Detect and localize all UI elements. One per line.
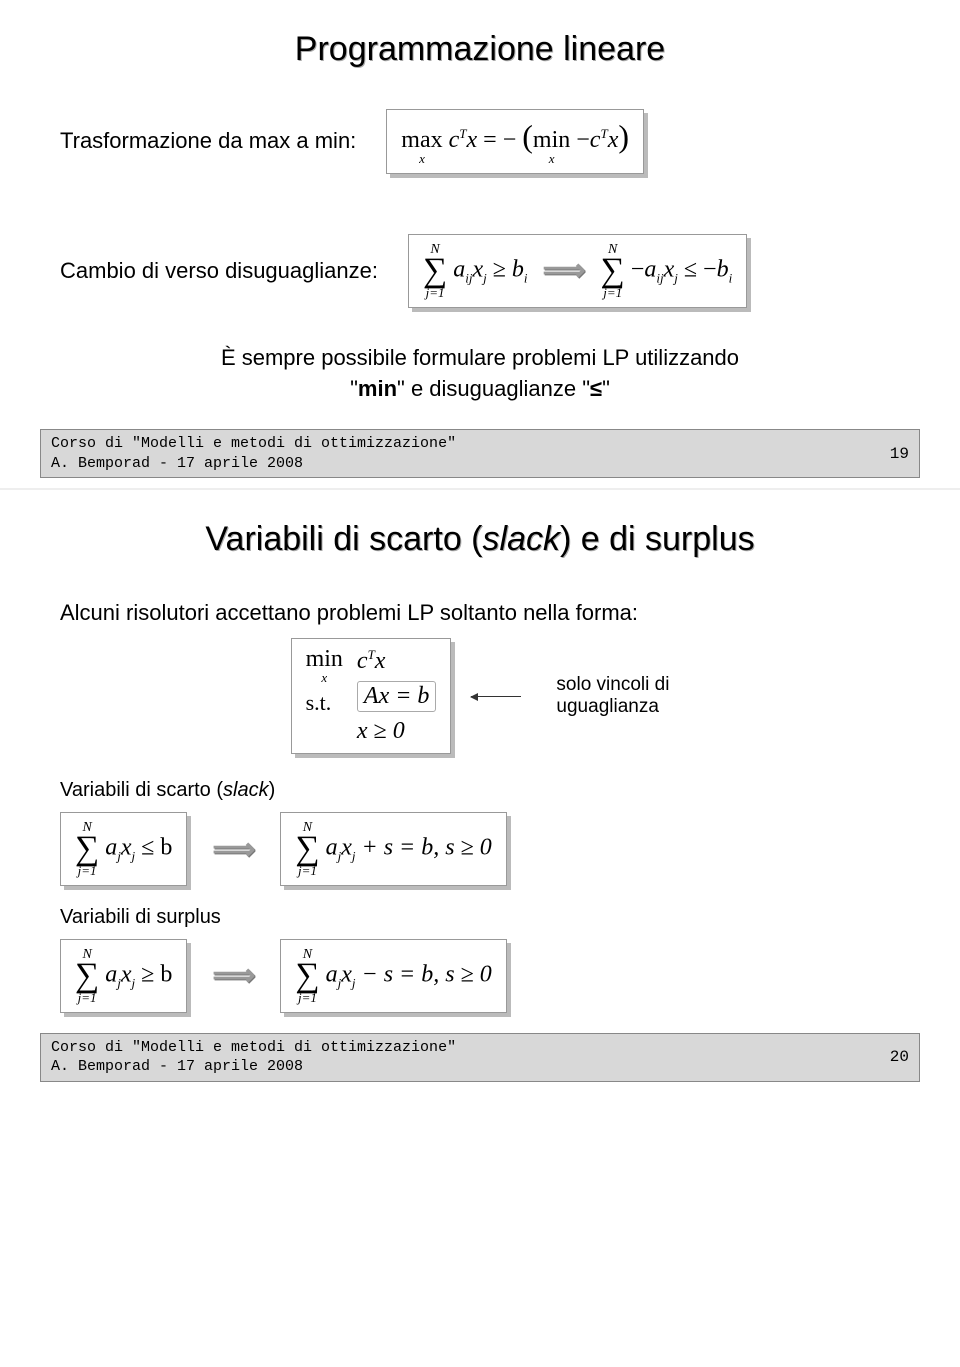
slack-row: N∑j=1 ajxj ≤ b ⟹ N∑j=1 ajxj + s = b, s ≥… xyxy=(60,812,900,886)
footer-text: Corso di "Modelli e metodi di ottimizzaz… xyxy=(51,434,456,473)
row2-label: Cambio di verso disuguaglianze: xyxy=(60,257,378,286)
slack-section-label: Variabili di scarto (slack) xyxy=(60,779,900,802)
math-slack-lhs: N∑j=1 ajxj ≤ b xyxy=(60,812,187,886)
slide-title: Variabili di scarto (slack) e di surplus xyxy=(40,520,920,559)
standard-form-row: minx s.t. cTx Ax = b x ≥ 0 solo vincoli … xyxy=(40,638,920,754)
page-number: 20 xyxy=(890,1048,909,1066)
page-number: 19 xyxy=(890,445,909,463)
math-inequality: N∑j=1 aijxj ≥ bi ⟹ N∑j=1 −aijxj ≤ −bi xyxy=(408,234,747,308)
slide-footer: Corso di "Modelli e metodi di ottimizzaz… xyxy=(40,1033,920,1082)
arrow-icon: ⟹ xyxy=(212,958,255,993)
surplus-section-label: Variabili di surplus xyxy=(60,906,900,929)
slide-title: Programmazione lineare xyxy=(40,30,920,69)
surplus-row: N∑j=1 ajxj ≥ b ⟹ N∑j=1 ajxj − s = b, s ≥… xyxy=(60,939,900,1013)
math-standard-form: minx s.t. cTx Ax = b x ≥ 0 xyxy=(291,638,452,754)
math-slack-rhs: N∑j=1 ajxj + s = b, s ≥ 0 xyxy=(280,812,506,886)
arrow-icon: ⟹ xyxy=(543,253,586,288)
callout-text: È sempre possibile formulare problemi LP… xyxy=(200,343,760,405)
intro-text: Alcuni risolutori accettano problemi LP … xyxy=(60,599,900,628)
math-surplus-rhs: N∑j=1 ajxj − s = b, s ≥ 0 xyxy=(280,939,506,1013)
slide-footer: Corso di "Modelli e metodi di ottimizzaz… xyxy=(40,429,920,478)
inequality-row: Cambio di verso disuguaglianze: N∑j=1 ai… xyxy=(60,234,920,308)
equality-note: solo vincoli diuguaglianza xyxy=(556,674,669,718)
arrow-icon: ⟹ xyxy=(212,832,255,867)
slide-19: Programmazione lineare Trasformazione da… xyxy=(0,0,960,488)
slide-20: Variabili di scarto (slack) e di surplus… xyxy=(0,490,960,1091)
arrow-icon xyxy=(471,696,521,697)
math-max-min: maxx cTx = − (minx −cTx) xyxy=(386,109,644,174)
row1-label: Trasformazione da max a min: xyxy=(60,127,356,156)
footer-text: Corso di "Modelli e metodi di ottimizzaz… xyxy=(51,1038,456,1077)
math-surplus-lhs: N∑j=1 ajxj ≥ b xyxy=(60,939,187,1013)
max-to-min-row: Trasformazione da max a min: maxx cTx = … xyxy=(60,109,920,174)
